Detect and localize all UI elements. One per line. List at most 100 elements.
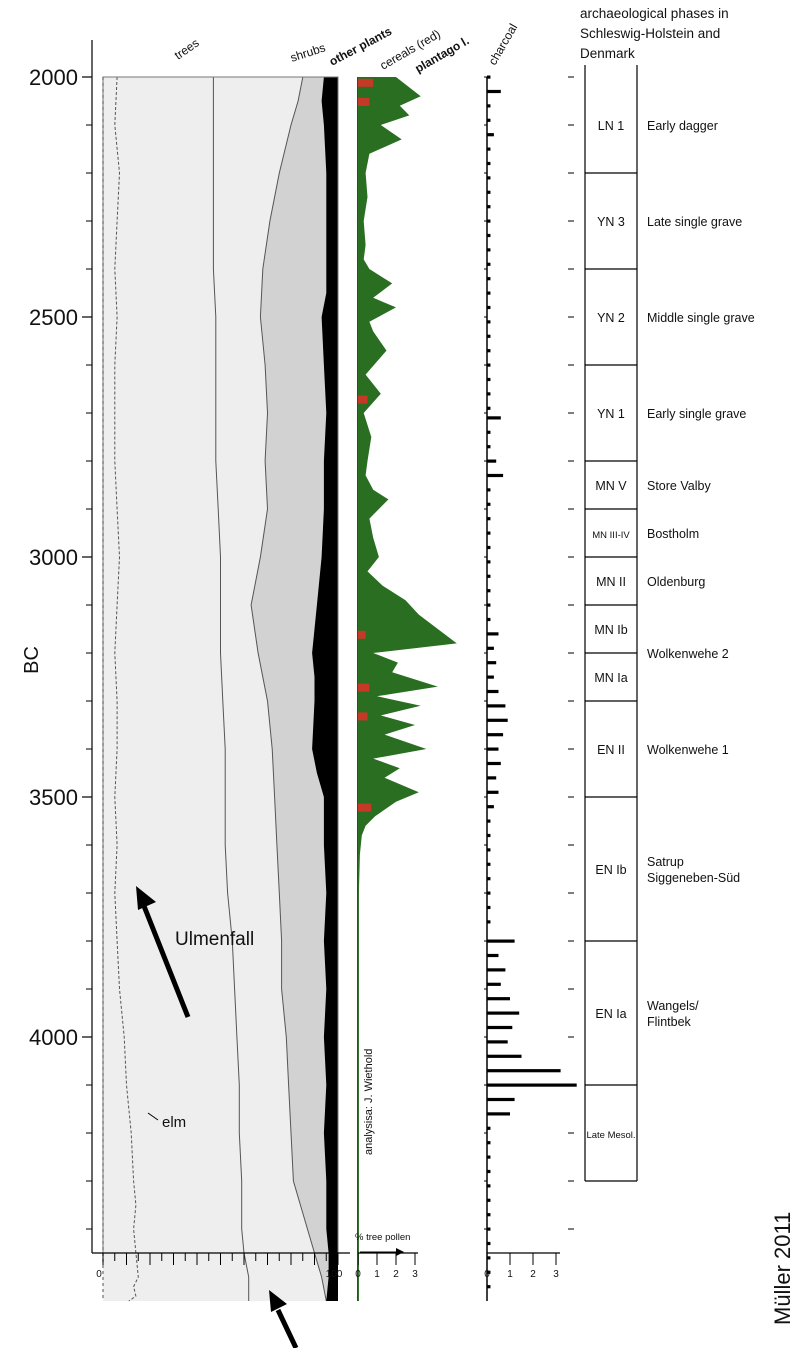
charcoal-bar xyxy=(487,503,490,506)
charcoal-bar xyxy=(487,560,490,563)
cereal-mark xyxy=(358,396,368,404)
phase-code: EN II xyxy=(597,743,625,757)
cereal-mark xyxy=(358,98,369,106)
charcoal-bar xyxy=(487,575,490,578)
phase-table: LN 1 Early dagger YN 3 Late single grave YN … xyxy=(585,65,755,1181)
charcoal-bar xyxy=(487,364,490,367)
analysis-credit: analysisa: J. Wiethold xyxy=(363,1049,375,1155)
charcoal-bar xyxy=(487,407,490,410)
y-tick-label: 3500 xyxy=(29,785,78,810)
charcoal-bar xyxy=(487,632,499,635)
charcoal-bar xyxy=(487,906,490,909)
charcoal-bar xyxy=(487,954,499,957)
charcoal-bar xyxy=(487,431,490,434)
phase-name: Early dagger xyxy=(647,119,718,133)
charcoal-bar xyxy=(487,848,490,851)
cereal-mark xyxy=(358,712,368,720)
pollen-panel: 0 100 xyxy=(92,77,350,1348)
pollen-x-tick-label: 100 xyxy=(326,1269,343,1280)
charcoal-bar xyxy=(487,1156,490,1159)
phase-code: MN III-IV xyxy=(592,530,630,541)
charcoal-x-tick-label: 2 xyxy=(530,1269,536,1280)
phase-name: Early single grave xyxy=(647,407,746,421)
charcoal-bar xyxy=(487,776,496,779)
charcoal-bar xyxy=(487,349,490,352)
charcoal-bar xyxy=(487,335,490,338)
cereal-mark xyxy=(358,804,371,812)
charcoal-bar xyxy=(487,1112,510,1115)
column-header: shrubs xyxy=(289,40,328,64)
phase-name: Satrup xyxy=(647,855,684,869)
charcoal-bar xyxy=(487,589,490,592)
charcoal-bar xyxy=(487,1170,490,1173)
charcoal-bar xyxy=(487,90,501,93)
charcoal-bar xyxy=(487,1084,577,1087)
phase-code: MN Ib xyxy=(594,623,627,637)
y-tick-label: 2000 xyxy=(29,65,78,90)
charcoal-bar xyxy=(487,997,510,1000)
cereal-x-tick-label: 1 xyxy=(374,1269,380,1280)
charcoal-bar xyxy=(487,719,508,722)
charcoal-bar xyxy=(487,517,490,520)
phase-name: Wolkenwehe 2 xyxy=(647,647,729,661)
phase-code: MN V xyxy=(595,479,627,493)
charcoal-bar xyxy=(487,647,494,650)
cereal-mark xyxy=(358,684,369,692)
phase-name: Middle single grave xyxy=(647,311,755,325)
charcoal-bar xyxy=(487,1242,490,1245)
phases-title-line-2: Schleswig-Holstein and xyxy=(580,26,720,41)
column-header: charcoal xyxy=(485,21,520,67)
charcoal-panel: 0123 xyxy=(484,76,576,1302)
charcoal-bar xyxy=(487,416,501,419)
charcoal-bar xyxy=(487,1256,490,1259)
charcoal-bar xyxy=(487,820,490,823)
charcoal-bar xyxy=(487,248,490,251)
charcoal-bar xyxy=(487,460,496,463)
phase-code: YN 3 xyxy=(597,215,625,229)
charcoal-bar xyxy=(487,148,490,151)
phase-name: Store Valby xyxy=(647,479,711,493)
charcoal-bar xyxy=(487,940,515,943)
pollen-x-tick-label: 0 xyxy=(96,1269,102,1280)
charcoal-bar xyxy=(487,748,499,751)
charcoal-bar xyxy=(487,162,490,165)
charcoal-bar xyxy=(487,968,505,971)
charcoal-bar xyxy=(487,474,503,477)
phase-code: YN 2 xyxy=(597,311,625,325)
charcoal-bar xyxy=(487,104,490,107)
charcoal-bar xyxy=(487,834,490,837)
ulmenfall-label: Ulmenfall xyxy=(175,929,254,950)
charcoal-bar xyxy=(487,76,490,79)
charcoal-bar xyxy=(487,1228,490,1231)
y-axis-label: BC xyxy=(21,646,43,674)
charcoal-bar xyxy=(487,119,490,122)
charcoal-x-tick-label: 1 xyxy=(507,1269,513,1280)
charcoal-bar xyxy=(487,292,490,295)
charcoal-bar xyxy=(487,618,490,621)
charcoal-bar xyxy=(487,1199,490,1202)
charcoal-bar xyxy=(487,1127,490,1130)
cereal-x-tick-label: 0 xyxy=(355,1269,361,1280)
charcoal-bar xyxy=(487,805,494,808)
charcoal-bar xyxy=(487,661,496,664)
charcoal-bar xyxy=(487,791,499,794)
charcoal-bar xyxy=(487,532,490,535)
charcoal-x-tick-label: 3 xyxy=(553,1269,559,1280)
charcoal-bar xyxy=(487,277,490,280)
charcoal-bar xyxy=(487,392,490,395)
lower-arrow xyxy=(278,1310,296,1348)
charcoal-bar xyxy=(487,1055,522,1058)
charcoal-bar xyxy=(487,1213,490,1216)
charcoal-bar xyxy=(487,1285,490,1288)
phases-title-line-3: Denmark xyxy=(580,46,635,61)
charcoal-bar xyxy=(487,690,499,693)
cereal-axis-arrowhead xyxy=(396,1248,404,1256)
phase-name: Oldenburg xyxy=(647,575,705,589)
charcoal-bar xyxy=(487,488,490,491)
charcoal-bar xyxy=(487,546,490,549)
cereal-x-tick-label: 2 xyxy=(393,1269,399,1280)
charcoal-bar xyxy=(487,445,490,448)
charcoal-bar xyxy=(487,920,490,923)
charcoal-bar xyxy=(487,263,490,266)
